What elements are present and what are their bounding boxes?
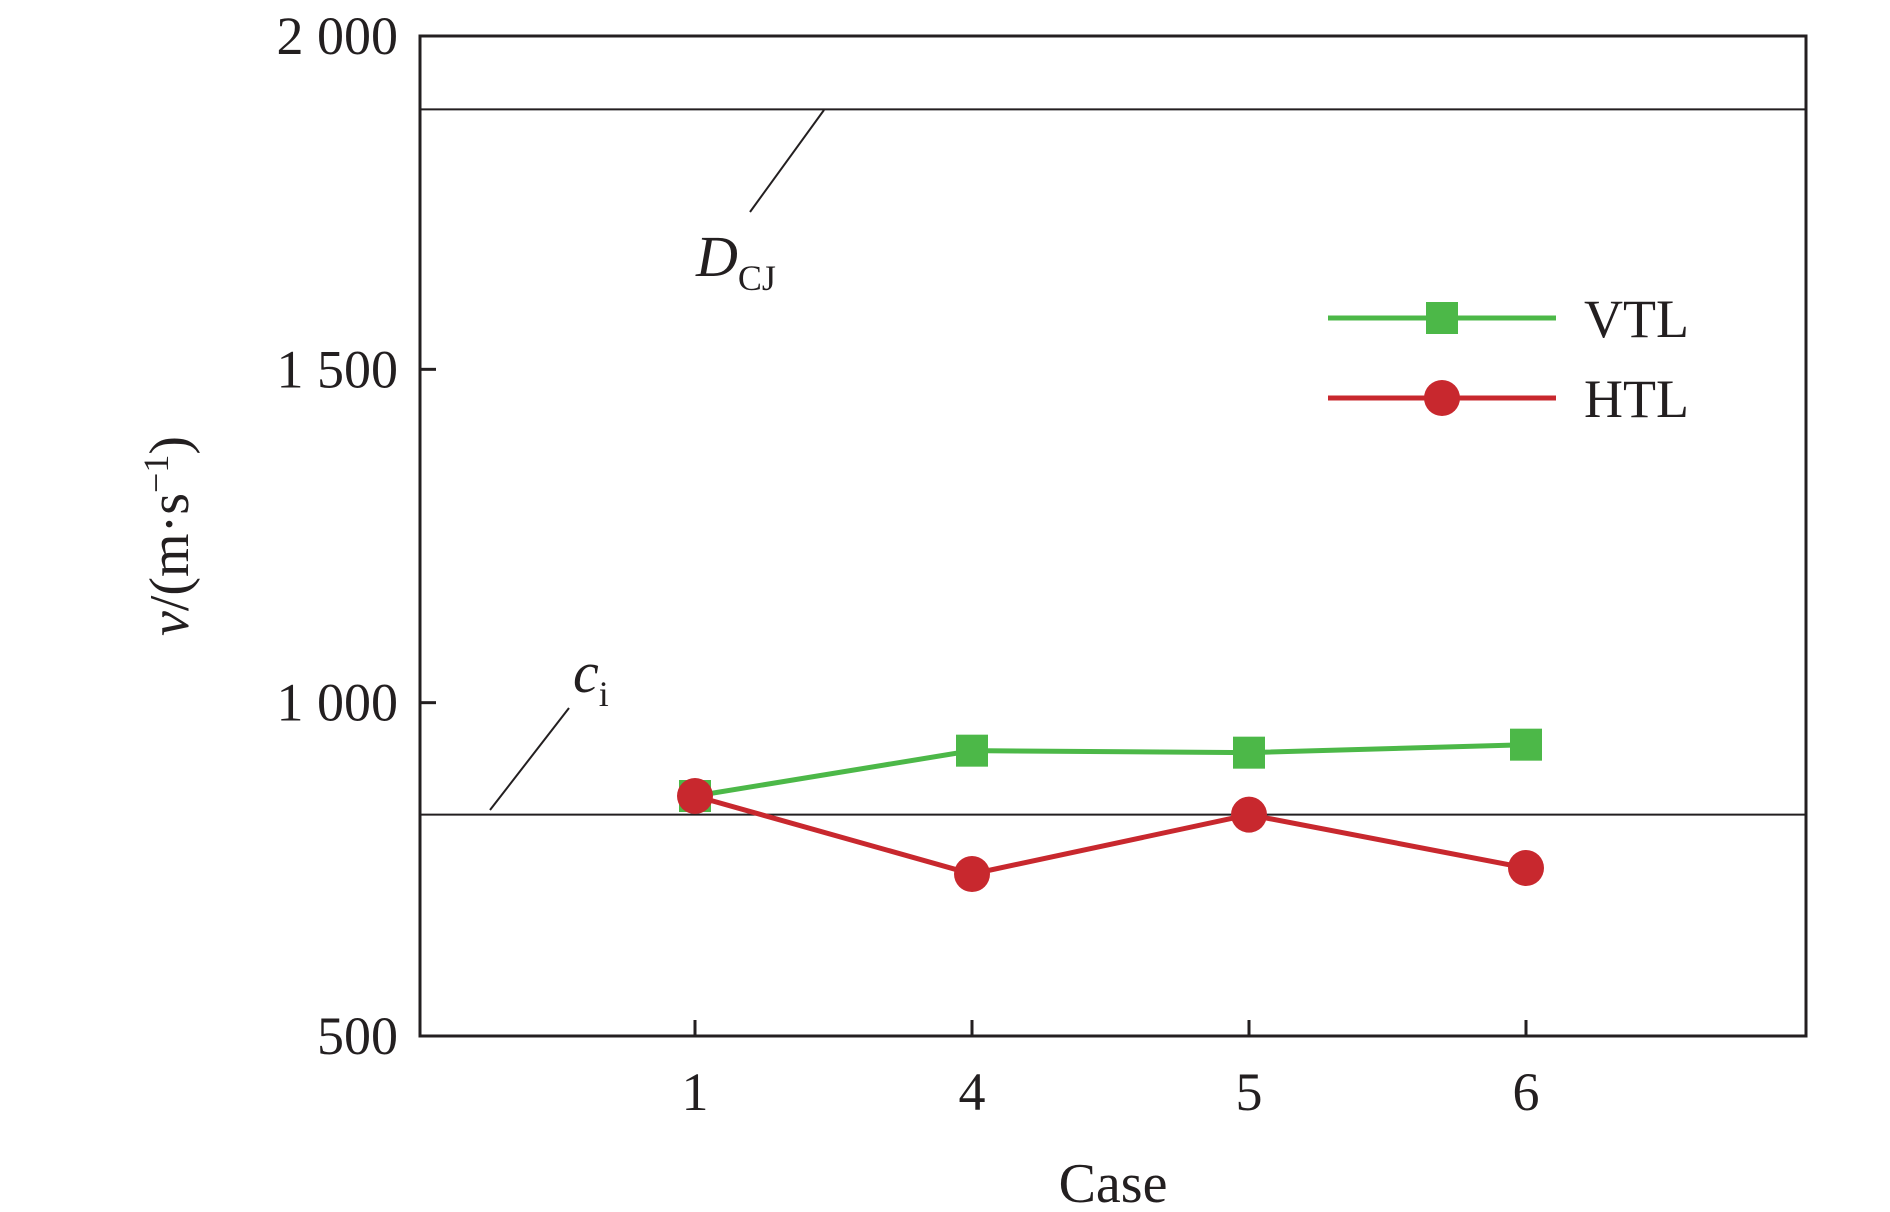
y-tick-label: 1 500 (277, 339, 399, 399)
y-axis: 500 1 000 1 500 2 000 (277, 6, 436, 1066)
x-axis: 1 4 5 6 (682, 1020, 1540, 1122)
reference-label-main: c (573, 640, 599, 705)
reference-label-main: D (695, 224, 738, 289)
legend-marker-htl (1424, 380, 1460, 416)
y-tick-label: 2 000 (277, 6, 399, 66)
data-point-htl (1508, 850, 1544, 886)
legend-label-htl: HTL (1584, 369, 1689, 429)
legend: VTL HTL (1328, 289, 1689, 429)
reference-label-d-cj: DCJ (695, 224, 776, 298)
reference-label-sub: CJ (738, 258, 776, 298)
data-point-htl (954, 856, 990, 892)
legend-marker-vtl (1426, 302, 1458, 334)
reference-lines: DCJ ci (420, 108, 1806, 816)
reference-label-c-i: ci (573, 640, 609, 714)
y-tick-label: 1 000 (277, 673, 399, 733)
data-point-vtl (1233, 736, 1265, 769)
reference-leader-d-cj (749, 109, 825, 213)
y-axis-var: v (139, 611, 201, 636)
data-point-vtl (1510, 728, 1542, 761)
series-line-htl (694, 793, 1527, 877)
data-point-htl (1231, 796, 1267, 833)
legend-label-vtl: VTL (1584, 289, 1689, 349)
x-axis-title: Case (1059, 1153, 1168, 1212)
series-layer (677, 728, 1544, 892)
x-tick-label: 6 (1513, 1062, 1540, 1122)
y-axis-unit-close: ) (139, 436, 201, 455)
y-axis-unit: /(m·s (139, 493, 201, 611)
data-point-vtl (956, 734, 988, 767)
x-tick-label: 4 (959, 1062, 986, 1122)
x-tick-label: 1 (682, 1062, 709, 1122)
y-axis-unit-exp: −1 (136, 455, 176, 493)
reference-leader-c-i (489, 707, 570, 811)
y-axis-title: v/(m·s−1) (136, 436, 201, 636)
plot-area-frame (418, 34, 1808, 1038)
y-tick-label: 500 (317, 1006, 398, 1066)
x-tick-label: 5 (1236, 1062, 1263, 1122)
data-point-htl (677, 778, 713, 814)
reference-label-sub: i (599, 674, 609, 714)
series-line-vtl (694, 742, 1527, 799)
